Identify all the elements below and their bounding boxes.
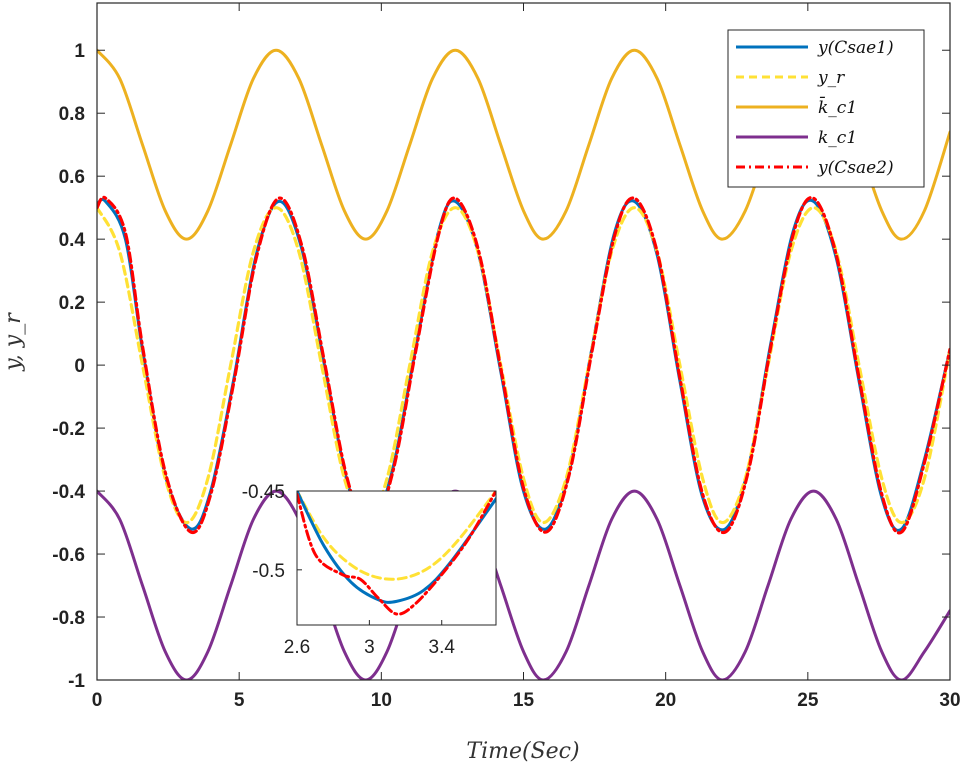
series-line-1 [97,206,950,525]
y-tick-label: -0.4 [52,482,85,503]
y-tick-label: -1 [68,671,85,692]
y-tick-label: 1 [74,41,85,62]
legend-label-3: k_c1 [818,128,857,148]
inset-x-tick-label: 3.4 [429,637,456,658]
inset-ticks-group: 2.6 3 3.4 -0.45 -0.5 [242,482,456,658]
legend-label-4: y(Csae2) [817,158,894,178]
x-tick-label: 5 [234,690,245,711]
series-line-3 [97,489,950,680]
x-tick-label: 30 [939,690,960,711]
inset-series-line-2 [297,491,496,616]
x-tick-label: 0 [92,690,103,711]
x-axis-label: Time(Sec) [466,739,579,764]
y-tick-label: -0.2 [52,419,85,440]
y-tick-label: 0.4 [59,230,86,251]
y-tick-label: 0 [74,356,85,377]
y-tick-label: 0.2 [59,293,85,314]
y-tick-label: -0.6 [52,545,85,566]
legend: y(Csae1) y_r k̄_c1 k_c1 y(Csae2) [727,29,925,188]
inset-area [297,491,496,625]
inset-frame [296,490,497,626]
y-tick-label: -0.8 [52,608,85,629]
inset-series-line-0 [297,491,496,581]
main-ticks-group: 0 5 10 15 20 25 30 -1 -0.8 -0.6 -0.4 -0.2 0 0.2 0.4 0.6… [52,3,961,711]
y-tick-label: 0.8 [59,104,85,125]
inset: 2.6 3 3.4 -0.45 -0.5 [242,482,497,658]
legend-label-1: y_r [817,68,845,88]
x-tick-label: 25 [797,690,819,711]
x-tick-label: 15 [513,690,535,711]
y-tick-label: 0.6 [59,167,85,188]
inset-y-tick-label: -0.45 [242,482,285,503]
legend-label-0: y(Csae1) [817,38,894,58]
x-tick-label: 20 [655,690,676,711]
inset-x-tick-label: 2.6 [284,637,310,658]
series-line-4 [97,195,950,535]
legend-label-2: k̄_c1 [818,95,857,118]
legend-items: y(Csae1) y_r k̄_c1 k_c1 y(Csae2) [736,38,894,178]
inset-series-group [297,491,496,616]
y-axis-label: y, y_r [1,312,26,372]
inset-x-tick-label: 3 [364,637,375,658]
x-tick-label: 10 [371,690,392,711]
inset-y-tick-label: -0.5 [252,561,285,582]
